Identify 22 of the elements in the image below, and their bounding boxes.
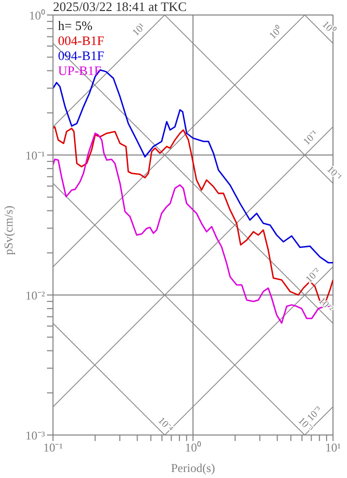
annotation: 10⁻¹: [324, 164, 344, 184]
y-tick-label: 10⁻²: [25, 288, 46, 302]
text: UP-B1F: [58, 63, 102, 78]
annotation: 10⁻¹: [301, 128, 321, 148]
annotation: 10¹: [130, 22, 148, 38]
series-label: 094-B1F: [58, 48, 104, 63]
annotation: 10⁻²: [304, 266, 323, 286]
x-tick-label: 10⁰: [185, 440, 201, 455]
annotation: h= 5%: [58, 18, 92, 33]
y-tick-label: 10⁰: [29, 8, 45, 22]
y-tick-label: 10⁻³: [25, 428, 46, 442]
annotation: 10⁰: [266, 23, 286, 42]
annotation: 10⁻⁴: [155, 415, 176, 436]
y-axis-title: pSv(cm/s): [1, 206, 16, 255]
x-tick-label: 10¹: [325, 440, 342, 455]
annotation: 10⁻²: [316, 296, 336, 315]
annotation: 10⁰: [320, 18, 338, 37]
y-tick-label: 10⁻¹: [25, 148, 46, 162]
x-axis-title: Period(s): [171, 461, 215, 475]
text: 004-B1F: [58, 33, 104, 48]
chart-title: 2025/03/22 18:41 at TKC: [53, 0, 188, 14]
x-tick-label: 10⁻¹: [43, 440, 64, 455]
